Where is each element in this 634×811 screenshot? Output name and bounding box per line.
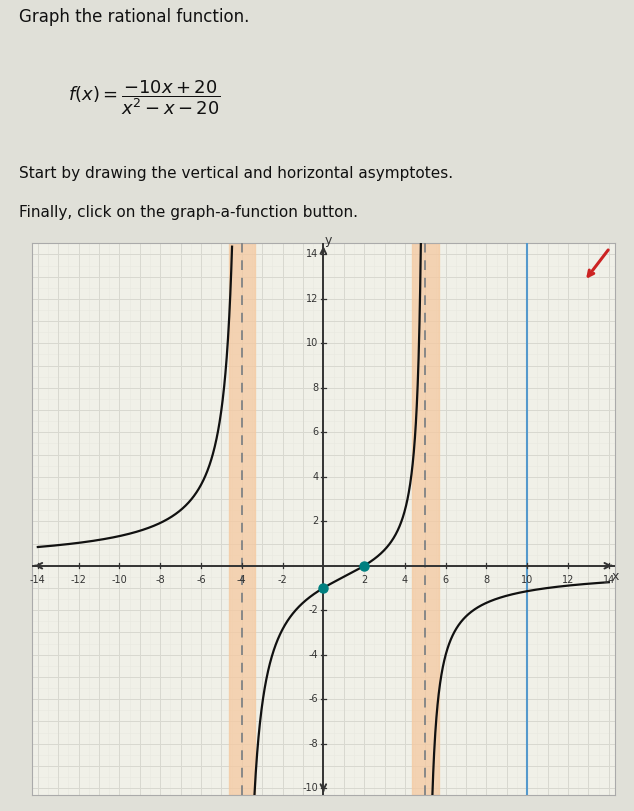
- Text: -10: -10: [302, 783, 318, 793]
- Text: 10: 10: [521, 575, 533, 585]
- Text: 4: 4: [312, 472, 318, 482]
- Text: Graph the rational function.: Graph the rational function.: [19, 8, 249, 26]
- Text: -2: -2: [278, 575, 287, 585]
- Bar: [412, 243, 439, 795]
- Text: 2: 2: [312, 517, 318, 526]
- Text: 14: 14: [603, 575, 615, 585]
- Text: -4: -4: [309, 650, 318, 659]
- Text: -12: -12: [70, 575, 87, 585]
- Text: -10: -10: [112, 575, 127, 585]
- Text: -2: -2: [309, 605, 318, 616]
- Text: -8: -8: [309, 739, 318, 749]
- Text: -14: -14: [30, 575, 46, 585]
- Text: -8: -8: [155, 575, 165, 585]
- Text: y: y: [325, 234, 332, 247]
- Text: Start by drawing the vertical and horizontal asymptotes.: Start by drawing the vertical and horizo…: [19, 165, 453, 181]
- Text: 8: 8: [484, 575, 489, 585]
- Text: 8: 8: [312, 383, 318, 393]
- Text: $f(x) = \dfrac{-10x+20}{x^2-x-20}$: $f(x) = \dfrac{-10x+20}{x^2-x-20}$: [68, 78, 221, 117]
- Text: 12: 12: [562, 575, 574, 585]
- Bar: [228, 243, 255, 795]
- Text: 10: 10: [306, 338, 318, 349]
- Text: 14: 14: [306, 250, 318, 260]
- Text: 6: 6: [312, 427, 318, 437]
- Text: 4: 4: [402, 575, 408, 585]
- Text: -6: -6: [309, 694, 318, 704]
- Text: 2: 2: [361, 575, 367, 585]
- Text: 6: 6: [443, 575, 449, 585]
- Text: 12: 12: [306, 294, 318, 304]
- Text: Finally, click on the graph-a-function button.: Finally, click on the graph-a-function b…: [19, 205, 358, 220]
- Text: -6: -6: [196, 575, 206, 585]
- Text: x: x: [612, 570, 619, 583]
- Text: -4: -4: [237, 575, 247, 585]
